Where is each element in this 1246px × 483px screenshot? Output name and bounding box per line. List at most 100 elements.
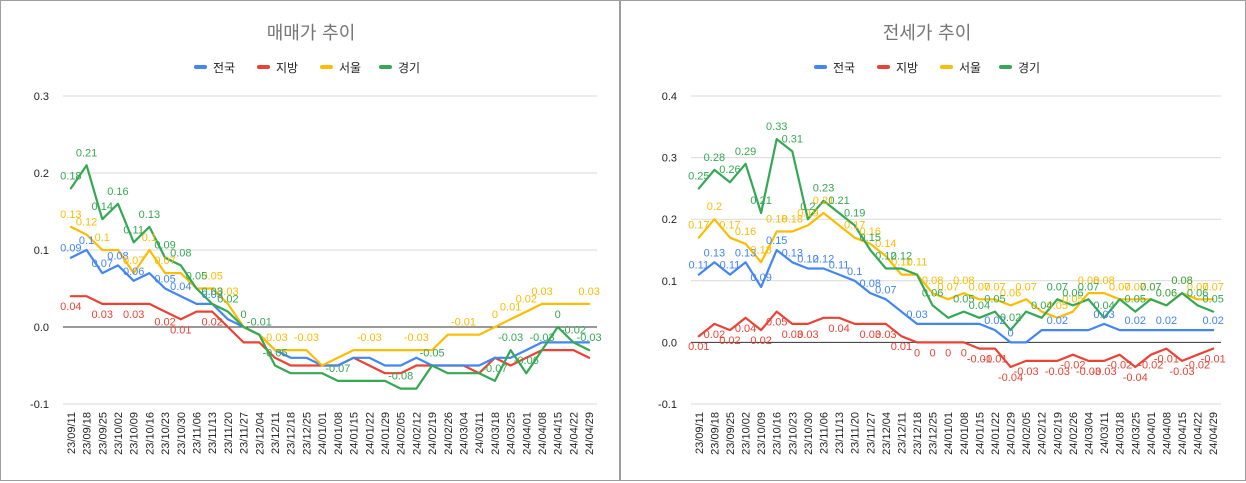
data-label: -0.03 (1169, 366, 1194, 378)
legend-swatch (257, 65, 270, 69)
data-label: 0.03 (906, 309, 927, 321)
data-label: 0.33 (766, 121, 787, 133)
data-label: 0.11 (720, 260, 741, 272)
data-label: 0.13 (139, 209, 160, 221)
x-tick-label: 24/01/15 (974, 412, 986, 455)
x-tick-label: 24/01/08 (959, 412, 971, 455)
data-label: -0.03 (404, 332, 429, 344)
data-label: 0 (241, 309, 247, 321)
x-tick-label: 23/09/11 (66, 412, 78, 454)
x-tick-label: 24/01/01 (317, 412, 329, 455)
x-tick-label: 24/01/29 (1006, 412, 1018, 455)
x-tick-label: 23/11/06 (192, 412, 204, 454)
data-label: 0 (555, 309, 561, 321)
x-tick-label: 23/09/18 (82, 412, 94, 455)
data-label: 0.03 (1093, 309, 1114, 321)
legend-swatch (814, 65, 827, 69)
y-tick-label: 0.2 (34, 168, 49, 180)
x-tick-label: 24/01/01 (943, 412, 955, 455)
data-label: 0.07 (92, 258, 113, 270)
data-label: 0.12 (891, 250, 912, 262)
y-tick-label: 0.0 (662, 337, 677, 349)
data-label: 0.16 (735, 226, 756, 238)
data-label: 0.08 (1171, 275, 1192, 287)
data-label: 0.04 (969, 300, 990, 312)
data-label: 0.07 (875, 284, 896, 296)
data-label: 0.04 (1031, 300, 1052, 312)
data-label: 0.02 (1125, 315, 1146, 327)
x-tick-label: 23/10/02 (113, 412, 125, 455)
data-label: -0.02 (1060, 360, 1085, 372)
data-label: -0.03 (262, 332, 287, 344)
data-label: -0.03 (357, 332, 382, 344)
data-label: 0.03 (201, 289, 222, 301)
grid-lines (63, 95, 597, 405)
x-tick-label: 24/04/08 (537, 412, 549, 455)
data-label: 0.03 (578, 286, 599, 298)
data-label: 0.15 (766, 235, 787, 247)
data-label: -0.01 (451, 317, 476, 329)
data-label: 0.21 (828, 195, 849, 207)
data-label: -0.03 (1045, 366, 1070, 378)
series-lines (697, 138, 1215, 369)
data-label: 0.13 (750, 244, 771, 256)
data-label: 0.07 (1015, 281, 1036, 293)
data-label: 0.06 (123, 266, 144, 278)
chart-title: 전세가 추이 (883, 23, 972, 44)
data-label: -0.04 (1123, 372, 1148, 384)
data-label: -0.03 (1014, 366, 1039, 378)
y-tick-label: 0.3 (662, 153, 677, 165)
x-tick-label: 24/03/04 (459, 412, 471, 455)
data-label: 0.02 (516, 294, 537, 306)
data-label: 0.03 (875, 329, 896, 341)
data-label: 0.08 (1171, 275, 1192, 287)
x-tick-label: 23/12/04 (254, 412, 266, 455)
x-tick-label: 24/04/22 (1193, 412, 1205, 455)
data-label: 0.03 (92, 309, 113, 321)
series-line (69, 164, 591, 390)
x-tick-label: 23/09/25 (725, 412, 737, 455)
data-label: -0.03 (294, 332, 319, 344)
data-label: 0.13 (60, 209, 81, 221)
data-label: 0.06 (1156, 287, 1177, 299)
legend-label: 경기 (398, 61, 420, 75)
data-label: 0.07 (1047, 281, 1068, 293)
x-tick-label: 23/10/23 (787, 412, 799, 455)
x-tick-label: 23/09/11 (694, 412, 706, 454)
y-tick-label: -0.1 (30, 399, 49, 411)
x-tick-label: 24/04/08 (1161, 412, 1173, 455)
x-tick-label: 23/10/09 (129, 412, 141, 455)
data-label: 0 (945, 347, 951, 359)
data-label: 0.06 (1156, 287, 1177, 299)
x-tick-label: 24/02/12 (411, 412, 423, 455)
x-tick-label: 23/12/18 (912, 412, 924, 455)
data-label: 0.08 (170, 247, 191, 259)
data-label: 0.03 (217, 286, 238, 298)
data-label: 0.28 (704, 152, 725, 164)
data-label: 0.12 (875, 250, 896, 262)
data-label: 0.06 (922, 287, 943, 299)
data-label: 0.03 (797, 329, 818, 341)
x-tick-label: 24/01/29 (380, 412, 392, 455)
data-label: 0.05 (1125, 294, 1146, 306)
data-label: -0.03 (577, 332, 602, 344)
data-label: 0.05 (1202, 294, 1223, 306)
x-tick-label: 24/02/19 (1052, 412, 1064, 455)
x-tick-label: 24/04/15 (1177, 412, 1189, 455)
data-label: -0.02 (1185, 360, 1210, 372)
data-label: 0.02 (1156, 315, 1177, 327)
x-tick-label: 23/09/25 (97, 412, 109, 455)
sale-price-chart: 매매가 추이 전국 지방 서울 경기 -0.1 0.0 0.1 0.2 0.3 23/09/1… (30, 23, 602, 455)
chart-title: 매매가 추이 (267, 23, 356, 44)
series-line (697, 138, 1215, 332)
data-label: 0.07 (1125, 281, 1146, 293)
data-label: 0.03 (201, 286, 222, 298)
x-tick-label: 24/02/26 (1068, 412, 1080, 455)
data-label: 0.11 (829, 260, 850, 272)
data-label: -0.01 (1154, 354, 1179, 366)
data-label: 0.02 (1000, 312, 1021, 324)
data-label: 0.07 (154, 255, 175, 267)
y-axis: -0.1 0.0 0.1 0.2 0.3 (30, 91, 49, 411)
data-label: 0.02 (1047, 315, 1068, 327)
data-label: 0.01 (688, 341, 709, 353)
